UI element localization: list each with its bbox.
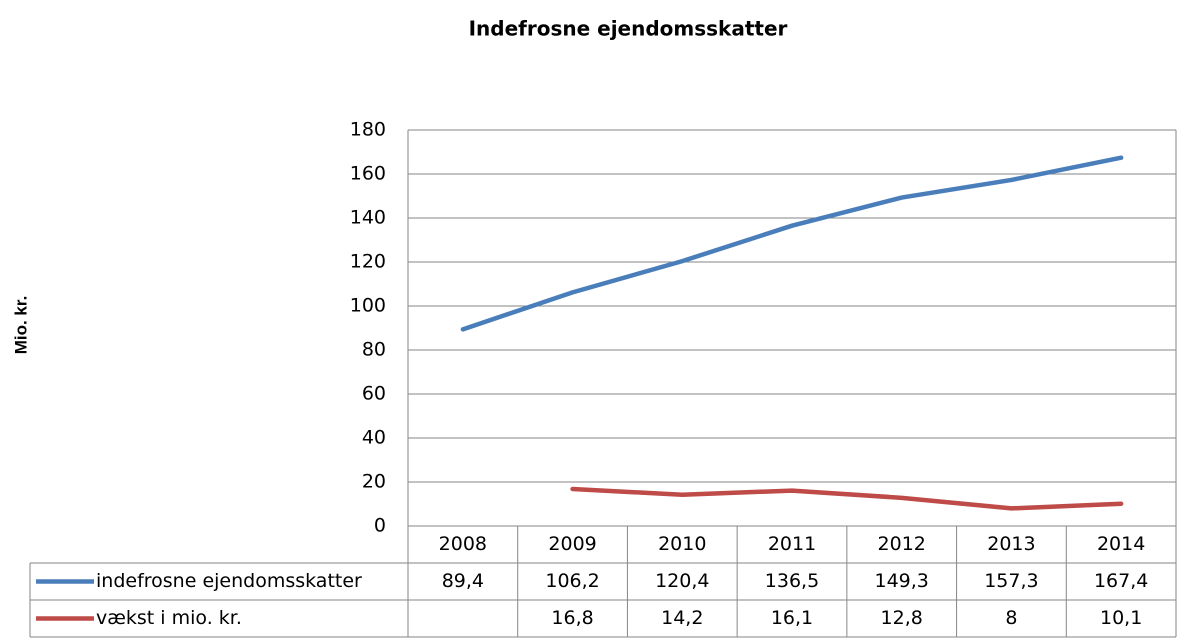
table-value: 157,3	[984, 570, 1038, 592]
table-value: 16,8	[551, 607, 593, 629]
x-tick-label: 2009	[548, 533, 596, 555]
table-value: 14,2	[661, 607, 703, 629]
y-tick-label: 160	[350, 163, 386, 185]
line-series	[460, 155, 1124, 332]
y-tick-label: 120	[350, 251, 386, 273]
table-value: 12,8	[881, 607, 923, 629]
legend-label: vækst i mio. kr.	[96, 607, 242, 629]
table-value: 10,1	[1100, 607, 1142, 629]
legend-label: indefrosne ejendomsskatter	[96, 570, 362, 592]
x-tick-label: 2010	[658, 533, 706, 555]
table-value: 120,4	[655, 570, 709, 592]
y-tick-label: 0	[374, 515, 386, 537]
x-tick-label: 2014	[1097, 533, 1145, 555]
y-tick-label: 100	[350, 295, 386, 317]
y-tick-label: 180	[350, 119, 386, 141]
y-tick-label: 40	[362, 427, 386, 449]
x-tick-label: 2011	[768, 533, 816, 555]
table-value: 16,1	[771, 607, 813, 629]
x-tick-label: 2013	[987, 533, 1035, 555]
chart-title: Indefrosne ejendomsskatter	[469, 17, 788, 41]
table-value: 149,3	[875, 570, 929, 592]
table-value: 167,4	[1094, 570, 1148, 592]
table-value: 106,2	[545, 570, 599, 592]
y-tick-label: 140	[350, 207, 386, 229]
x-tick-label: 2012	[878, 533, 926, 555]
y-axis-label: Mio. kr.	[11, 296, 30, 355]
table-value: 136,5	[765, 570, 819, 592]
line-series	[570, 486, 1124, 511]
table-value: 8	[1005, 607, 1017, 629]
table-value: 89,4	[442, 570, 484, 592]
y-tick-label: 20	[362, 471, 386, 493]
x-tick-label: 2008	[439, 533, 487, 555]
y-tick-label: 60	[362, 383, 386, 405]
y-tick-label: 80	[362, 339, 386, 361]
